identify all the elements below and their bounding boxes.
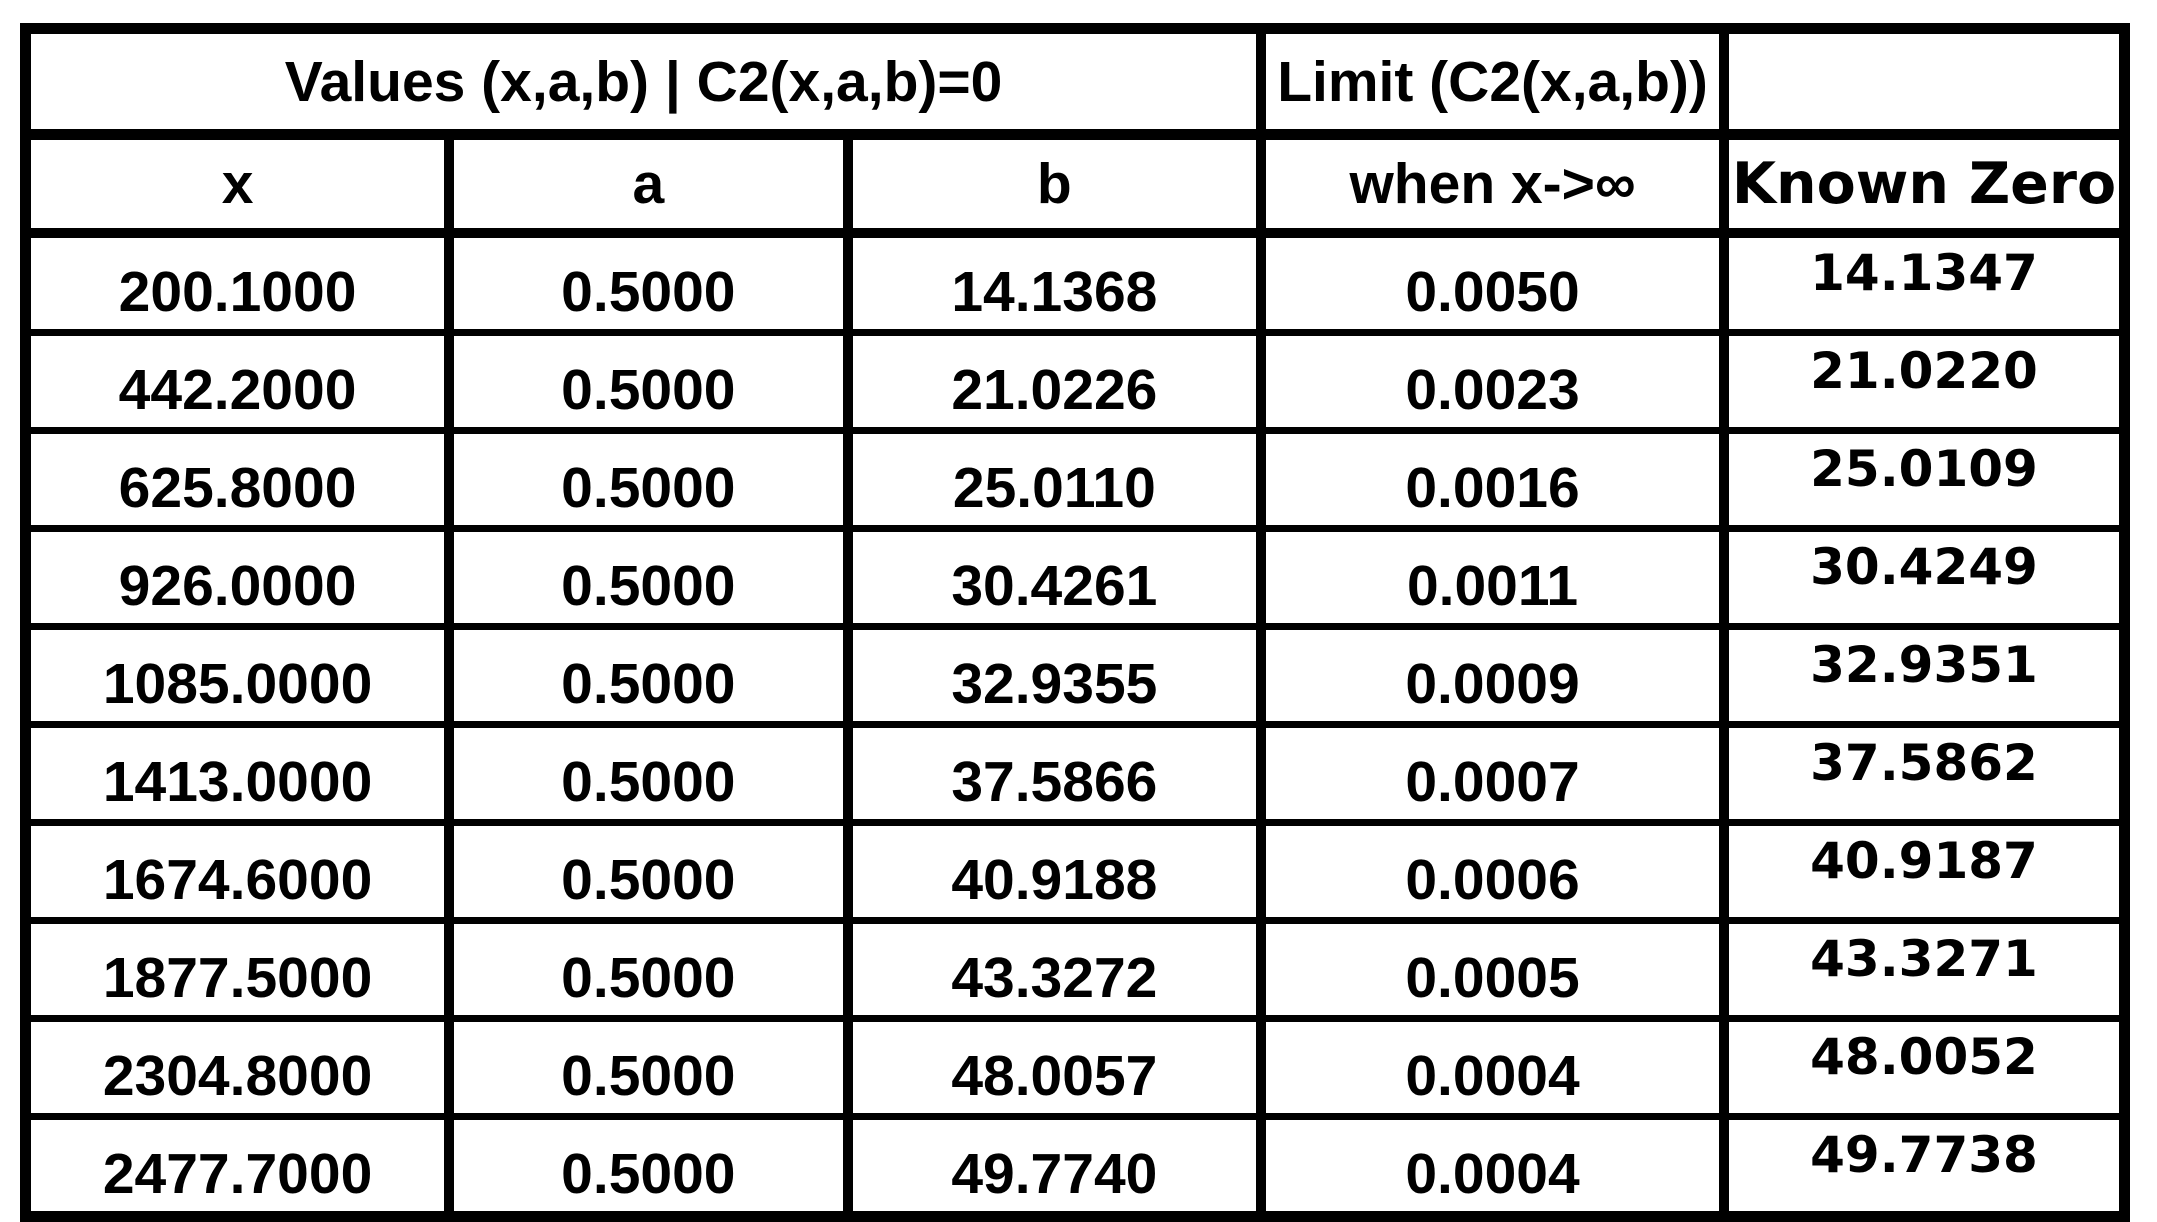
table-cell: 0.5000 — [444, 917, 853, 1022]
table-cell: 0.5000 — [444, 427, 853, 532]
table-cell: 0.5000 — [444, 623, 853, 728]
table-cell: 1674.6000 — [20, 819, 455, 924]
table-cell: 25.0109 — [1718, 427, 2130, 532]
table-cell: 0.0006 — [1256, 819, 1729, 924]
table-cell: 0.0005 — [1256, 917, 1729, 1022]
corner-empty-cell — [1718, 25, 2130, 140]
table-cell: 21.0226 — [842, 329, 1267, 434]
column-header-x: x — [20, 131, 455, 238]
column-header-known-zero: Known Zero — [1718, 131, 2130, 238]
table-cell: 0.5000 — [444, 1015, 853, 1120]
table-cell: 37.5866 — [842, 721, 1267, 826]
column-header-b: b — [842, 131, 1267, 238]
table-row: 442.2000 0.5000 21.0226 0.0023 21.0220 — [20, 329, 2130, 434]
table-cell: 0.0016 — [1256, 427, 1729, 532]
table-cell: 0.5000 — [444, 819, 853, 924]
table-cell: 21.0220 — [1718, 329, 2130, 434]
table-cell: 14.1368 — [842, 229, 1267, 336]
table-cell: 49.7740 — [842, 1113, 1267, 1220]
table-cell: 40.9187 — [1718, 819, 2130, 924]
table-row: 1413.0000 0.5000 37.5866 0.0007 37.5862 — [20, 721, 2130, 826]
table-cell: 0.5000 — [444, 329, 853, 434]
column-header-limit: when x->∞ — [1256, 131, 1729, 238]
table-cell: 0.5000 — [444, 229, 853, 336]
table-cell: 926.0000 — [20, 525, 455, 630]
table-cell: 0.5000 — [444, 525, 853, 630]
table-cell: 200.1000 — [20, 229, 455, 336]
table-cell: 30.4261 — [842, 525, 1267, 630]
column-header-a: a — [444, 131, 853, 238]
table-cell: 0.0007 — [1256, 721, 1729, 826]
table-row: 926.0000 0.5000 30.4261 0.0011 30.4249 — [20, 525, 2130, 630]
table-cell: 40.9188 — [842, 819, 1267, 924]
table-cell: 1085.0000 — [20, 623, 455, 728]
table-row: 1674.6000 0.5000 40.9188 0.0006 40.9187 — [20, 819, 2130, 924]
table-row: 625.8000 0.5000 25.0110 0.0016 25.0109 — [20, 427, 2130, 532]
table-row: 1085.0000 0.5000 32.9355 0.0009 32.9351 — [20, 623, 2130, 728]
table-cell: 49.7738 — [1718, 1113, 2130, 1220]
table-cell: 25.0110 — [842, 427, 1267, 532]
table-row: 1877.5000 0.5000 43.3272 0.0005 43.3271 — [20, 917, 2130, 1022]
table-cell: 1413.0000 — [20, 721, 455, 826]
table-cell: 14.1347 — [1718, 229, 2130, 336]
table-cell: 48.0052 — [1718, 1015, 2130, 1120]
table-cell: 43.3271 — [1718, 917, 2130, 1022]
table-cell: 2304.8000 — [20, 1015, 455, 1120]
table-cell: 30.4249 — [1718, 525, 2130, 630]
table-cell: 0.0011 — [1256, 525, 1729, 630]
table-cell: 0.5000 — [444, 1113, 853, 1220]
table-cell: 32.9351 — [1718, 623, 2130, 728]
table-cell: 0.5000 — [444, 721, 853, 826]
table-cell: 0.0050 — [1256, 229, 1729, 336]
table-cell: 0.0009 — [1256, 623, 1729, 728]
table-cell: 2477.7000 — [20, 1113, 455, 1220]
values-group-header: Values (x,a,b) | C2(x,a,b)=0 — [20, 25, 1267, 140]
limit-group-header: Limit (C2(x,a,b)) — [1256, 25, 1729, 140]
table-row: 2477.7000 0.5000 49.7740 0.0004 49.7738 — [20, 1113, 2130, 1220]
table-cell: 32.9355 — [842, 623, 1267, 728]
table-cell: 0.0004 — [1256, 1113, 1729, 1220]
table-cell: 625.8000 — [20, 427, 455, 532]
table-cell: 37.5862 — [1718, 721, 2130, 826]
zeros-table: Values (x,a,b) | C2(x,a,b)=0 Limit (C2(x… — [20, 23, 2130, 1222]
table-cell: 0.0004 — [1256, 1015, 1729, 1120]
column-header-row: x a b when x->∞ Known Zero — [20, 131, 2130, 238]
table-row: 200.1000 0.5000 14.1368 0.0050 14.1347 — [20, 229, 2130, 336]
table-cell: 43.3272 — [842, 917, 1267, 1022]
table-cell: 1877.5000 — [20, 917, 455, 1022]
table-cell: 442.2000 — [20, 329, 455, 434]
table-title-row: Values (x,a,b) | C2(x,a,b)=0 Limit (C2(x… — [20, 25, 2130, 140]
table-row: 2304.8000 0.5000 48.0057 0.0004 48.0052 — [20, 1015, 2130, 1120]
table-cell: 48.0057 — [842, 1015, 1267, 1120]
table-cell: 0.0023 — [1256, 329, 1729, 434]
